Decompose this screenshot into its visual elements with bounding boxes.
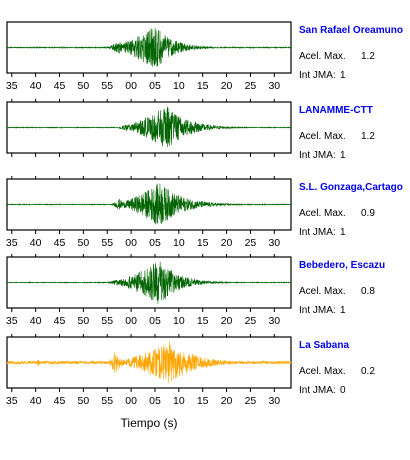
station-label: San Rafael Oreamuno (299, 25, 403, 36)
x-tick-label: 00 (125, 237, 137, 249)
x-tick-label: 00 (125, 395, 137, 407)
jma-label: Int JMA: (299, 150, 336, 161)
x-tick-label: 15 (197, 80, 209, 92)
x-tick-label: 10 (173, 315, 185, 327)
x-tick-label: 15 (197, 395, 209, 407)
jma-label: Int JMA: (299, 385, 336, 396)
jma-value: 0 (340, 385, 346, 396)
waveform-3 (6, 261, 292, 304)
x-tick-label: 25 (245, 395, 257, 407)
x-tick-label: 20 (221, 395, 233, 407)
x-tick-label: 35 (6, 395, 18, 407)
waveform-0 (6, 27, 292, 67)
acel-max-label: Acel. Max. (299, 366, 346, 377)
acel-max-value: 0.9 (361, 208, 375, 219)
acel-max-value: 1.2 (361, 131, 375, 142)
waveform-1 (6, 106, 292, 148)
x-tick-label: 30 (268, 395, 280, 407)
x-tick-label: 55 (101, 80, 113, 92)
x-tick-label: 15 (197, 237, 209, 249)
x-tick-label: 50 (78, 395, 90, 407)
x-tick-label: 20 (221, 80, 233, 92)
station-label: La Sabana (299, 340, 349, 351)
x-tick-label: 30 (268, 80, 280, 92)
x-tick-label: 00 (125, 315, 137, 327)
x-tick-label: 15 (197, 315, 209, 327)
x-tick-label: 30 (268, 237, 280, 249)
x-tick-label: 45 (54, 395, 66, 407)
x-tick-label: 20 (221, 315, 233, 327)
acel-max-value: 0.8 (361, 286, 375, 297)
x-tick-label: 10 (173, 395, 185, 407)
x-tick-label: 35 (6, 80, 18, 92)
x-tick-label: 45 (54, 315, 66, 327)
x-tick-label: 05 (149, 315, 161, 327)
x-tick-label: 10 (173, 80, 185, 92)
x-tick-label: 30 (268, 315, 280, 327)
jma-label: Int JMA: (299, 305, 336, 316)
x-tick-label: 45 (54, 237, 66, 249)
x-tick-label: 50 (78, 237, 90, 249)
x-tick-label: 40 (30, 395, 42, 407)
acel-max-label: Acel. Max. (299, 51, 346, 62)
acel-max-value: 0.2 (361, 366, 375, 377)
x-tick-label: 05 (149, 395, 161, 407)
x-tick-label: 55 (101, 237, 113, 249)
x-tick-label: 55 (101, 315, 113, 327)
jma-value: 1 (340, 305, 346, 316)
x-tick-label: 40 (30, 315, 42, 327)
x-tick-label: 25 (245, 80, 257, 92)
station-label: LANAMME-CTT (299, 105, 373, 116)
x-tick-label: 35 (6, 315, 18, 327)
x-tick-label: 35 (6, 237, 18, 249)
acel-max-label: Acel. Max. (299, 131, 346, 142)
x-tick-label: 25 (245, 237, 257, 249)
x-tick-label: 40 (30, 237, 42, 249)
x-axis-label: Tiempo (s) (121, 416, 178, 430)
x-tick-label: 05 (149, 237, 161, 249)
jma-value: 1 (340, 70, 346, 81)
x-tick-label: 55 (101, 395, 113, 407)
x-tick-label: 20 (221, 237, 233, 249)
x-tick-label: 00 (125, 80, 137, 92)
station-label: S.L. Gonzaga,Cartago (299, 182, 403, 193)
x-tick-label: 40 (30, 80, 42, 92)
jma-value: 1 (340, 150, 346, 161)
jma-label: Int JMA: (299, 70, 336, 81)
jma-label: Int JMA: (299, 227, 336, 238)
waveform-2 (6, 183, 292, 225)
jma-value: 1 (340, 227, 346, 238)
x-tick-label: 05 (149, 80, 161, 92)
x-tick-label: 50 (78, 80, 90, 92)
waveform-4 (6, 341, 292, 384)
x-tick-label: 25 (245, 315, 257, 327)
station-label: Bebedero, Escazu (299, 260, 385, 271)
x-tick-label: 50 (78, 315, 90, 327)
x-tick-label: 10 (173, 237, 185, 249)
x-tick-label: 45 (54, 80, 66, 92)
acel-max-label: Acel. Max. (299, 286, 346, 297)
acel-max-value: 1.2 (361, 51, 375, 62)
acel-max-label: Acel. Max. (299, 208, 346, 219)
